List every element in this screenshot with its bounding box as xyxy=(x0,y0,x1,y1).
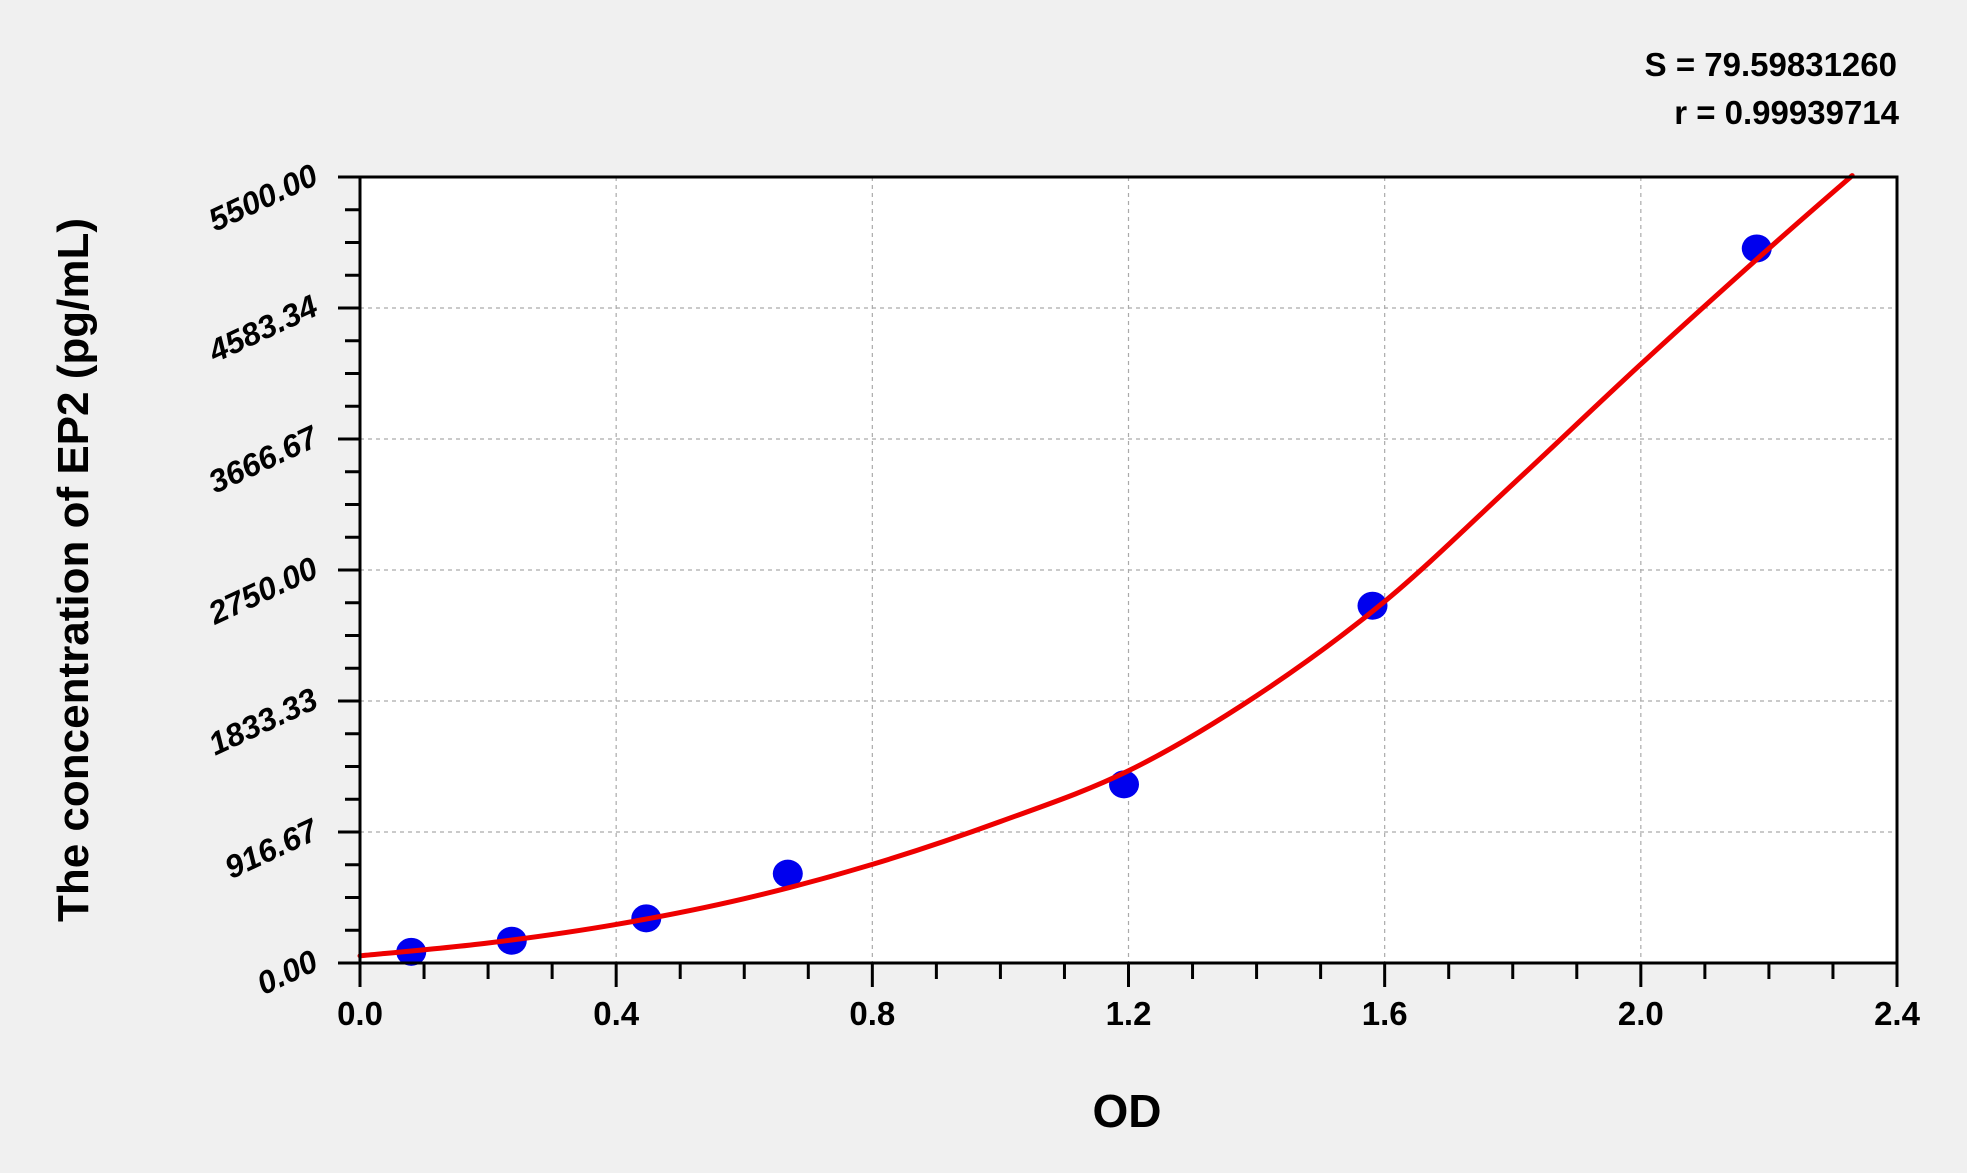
stat-s: S = 79.59831260 xyxy=(1645,46,1897,83)
x-axis-label: OD xyxy=(1093,1085,1162,1137)
fit-curve xyxy=(357,173,1855,959)
data-point xyxy=(1357,591,1388,620)
x-tick-label: 0.8 xyxy=(849,995,895,1032)
x-tick-label: 1.2 xyxy=(1106,995,1152,1032)
grid xyxy=(360,177,1897,963)
data-point xyxy=(772,859,803,888)
x-tick-label: 2.0 xyxy=(1618,995,1664,1032)
fit-curve-group xyxy=(357,173,1855,959)
x-tick-label: 1.6 xyxy=(1362,995,1408,1032)
y-axis-label: The concentration of EP2 (pg/mL) xyxy=(49,218,98,922)
x-tick-label: 2.4 xyxy=(1874,995,1921,1032)
stat-r: r = 0.99939714 xyxy=(1674,94,1899,131)
x-tick-label: 0.4 xyxy=(593,995,640,1032)
x-tick-label: 0.0 xyxy=(337,995,383,1032)
